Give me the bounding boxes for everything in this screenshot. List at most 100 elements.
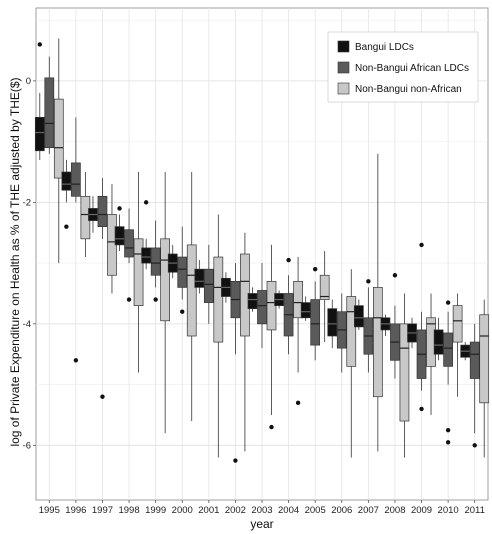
box-2011-1 <box>469 323 480 448</box>
outlier-point <box>143 200 149 205</box>
box-2004-0 <box>274 290 284 309</box>
box-2001-1 <box>203 244 214 324</box>
outlier-point <box>269 424 274 430</box>
outlier-point <box>233 458 238 463</box>
box-2005-1 <box>310 266 321 361</box>
outlier-point <box>64 224 69 229</box>
y-tick-label: -6 <box>23 440 31 451</box>
box-2011-2 <box>479 299 490 458</box>
box-body <box>71 162 81 197</box>
box-body <box>443 332 453 367</box>
box-2003-1 <box>257 263 267 349</box>
y-tick-label: -4 <box>23 319 31 330</box>
box-1997-1 <box>97 178 108 399</box>
box-body <box>354 305 364 328</box>
box-2007-1 <box>363 279 374 373</box>
legend-swatch-bangui <box>337 40 350 53</box>
x-tick-label: 2003 <box>251 505 272 516</box>
outlier-point <box>295 400 301 406</box>
box-1998-2 <box>133 172 144 373</box>
legend-label-bangui: Bangui LDCs <box>355 42 414 53</box>
box-2010-2 <box>452 293 463 397</box>
y-axis-ticks: 0 -2 -4 -6 <box>23 76 36 451</box>
box-2007-2 <box>373 153 383 452</box>
box-1999-0 <box>141 200 151 270</box>
box-2000-2 <box>186 172 197 422</box>
outlier-point <box>180 309 185 314</box>
boxes-layer <box>34 38 490 463</box>
legend: Bangui LDCs Non-Bangui African LDCs Non-… <box>327 31 479 103</box>
box-body <box>452 305 463 343</box>
x-tick-label: 2009 <box>411 505 432 516</box>
box-2002-0 <box>221 272 231 303</box>
box-1996-0 <box>61 159 72 229</box>
outlier-point <box>153 297 158 302</box>
box-2008-1 <box>390 273 400 379</box>
box-2006-0 <box>327 299 338 349</box>
box-2000-0 <box>167 244 178 279</box>
outlier-point <box>445 300 451 305</box>
box-body <box>399 323 410 422</box>
outlier-point <box>126 297 132 302</box>
outlier-point <box>117 206 122 211</box>
box-body <box>346 296 357 367</box>
outlier-point <box>472 443 477 448</box>
box-1995-1 <box>44 56 55 154</box>
box-2004-2 <box>293 257 303 406</box>
x-tick-label: 2010 <box>438 505 459 516</box>
x-tick-label: 2007 <box>358 505 379 516</box>
box-2011-0 <box>460 342 471 361</box>
outlier-point <box>419 406 424 412</box>
box-2000-1 <box>177 226 188 314</box>
box-body <box>194 268 205 288</box>
box-2008-2 <box>399 293 410 458</box>
outlier-point <box>312 266 318 272</box>
outlier-point <box>419 242 424 248</box>
x-axis-title: year <box>250 517 273 531</box>
box-2004-1 <box>283 257 294 355</box>
box-body <box>44 77 55 149</box>
legend-box <box>327 31 479 103</box>
box-body <box>150 247 161 276</box>
outlier-point <box>445 427 451 433</box>
outlier-point <box>100 394 105 399</box>
x-tick-label: 2000 <box>172 505 193 516</box>
y-tick-label: 0 <box>26 76 31 87</box>
x-axis-ticks: 1995 1996 1997 1998 1999 2000 2001 2002 2003 2004… <box>39 500 485 516</box>
box-body <box>247 293 258 310</box>
box-body <box>141 247 151 264</box>
box-2007-0 <box>354 299 364 330</box>
box-body <box>257 290 267 325</box>
box-body <box>203 268 214 303</box>
outlier-point <box>445 440 451 445</box>
x-tick-label: 1999 <box>145 505 166 516</box>
y-tick-label: -2 <box>23 197 31 208</box>
x-tick-label: 2005 <box>305 505 326 516</box>
box-1999-1 <box>150 220 161 302</box>
x-tick-label: 2006 <box>331 505 352 516</box>
outlier-point <box>392 273 398 278</box>
outlier-point <box>73 358 79 363</box>
outlier-point <box>37 42 42 47</box>
box-body <box>186 244 197 337</box>
box-body <box>373 287 383 398</box>
box-body <box>310 299 321 346</box>
box-body <box>160 238 170 322</box>
outlier-point <box>286 257 291 263</box>
box-body <box>53 98 64 179</box>
box-2005-2 <box>319 250 330 343</box>
box-body <box>177 256 188 288</box>
box-body <box>293 280 303 319</box>
box-1995-0 <box>34 42 45 160</box>
legend-swatch-non-bangui-african <box>337 61 350 74</box>
box-2010-1 <box>443 300 453 445</box>
box-body <box>300 302 311 319</box>
box-1999-2 <box>160 172 170 434</box>
box-body <box>97 195 108 228</box>
box-2009-0 <box>407 317 417 349</box>
box-1996-1 <box>71 117 81 363</box>
box-1998-0 <box>114 206 125 251</box>
x-tick-label: 2004 <box>278 505 299 516</box>
x-tick-label: 1997 <box>92 505 113 516</box>
